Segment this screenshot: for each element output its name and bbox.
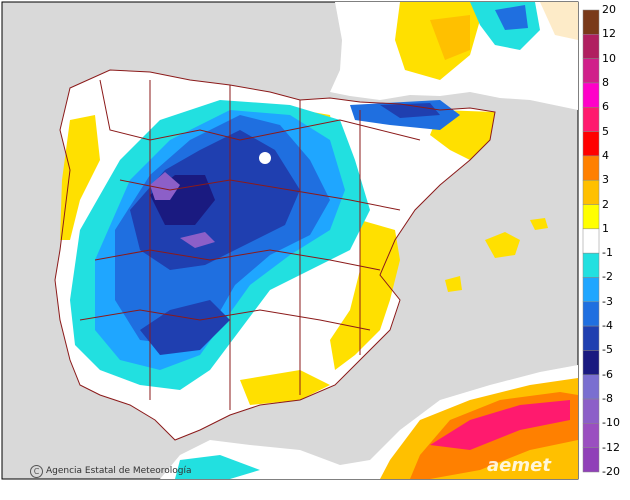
legend-tick-label: -4 (602, 319, 613, 333)
legend-color-scale (582, 9, 600, 473)
madrid-white-spot (259, 152, 271, 164)
legend-swatch (582, 58, 600, 84)
ibiza-island (445, 276, 462, 292)
legend-tick-label: -8 (602, 392, 613, 406)
legend-tick-label: -10 (602, 416, 620, 430)
legend-tick-label: -12 (602, 440, 620, 454)
legend-swatch (582, 350, 600, 375)
legend-swatch (582, 228, 600, 254)
africa-cold-area (175, 455, 260, 479)
legend-tick-label: 1 (602, 221, 609, 235)
legend-swatch (582, 277, 600, 303)
aemet-logo: aemet (487, 455, 551, 476)
legend-swatch (582, 398, 600, 424)
legend-tick-label: 2 (602, 197, 609, 211)
alps-pale-area (540, 2, 578, 40)
legend-tick-label: -6 (602, 367, 613, 381)
legend-tick-label: -1 (602, 246, 613, 260)
legend-tick-label: 6 (602, 100, 609, 114)
cold-region-south (140, 300, 230, 355)
legend-tick-label: 10 (602, 51, 616, 65)
region-borders (54, 69, 496, 441)
france-warmer-area (430, 15, 470, 60)
legend-tick-label: 4 (602, 148, 609, 162)
legend-swatch (582, 301, 600, 327)
legend-swatch (582, 204, 600, 230)
east-warm-area (330, 220, 400, 370)
legend-swatch (582, 155, 600, 181)
pyrenees-colder-area (380, 103, 440, 118)
menorca-island (530, 218, 548, 230)
legend-tick-label: 5 (602, 124, 609, 138)
legend-tick-label: -2 (602, 270, 613, 284)
legend-swatch (582, 9, 600, 35)
legend-swatch (582, 179, 600, 205)
legend-swatch (582, 374, 600, 400)
cold-region-6 (150, 172, 180, 200)
legend-swatch (582, 423, 600, 448)
france-colder-area (495, 5, 528, 30)
legend-tick-label: 3 (602, 173, 609, 187)
legend-tick-label: 8 (602, 75, 609, 89)
legend-swatch (582, 252, 600, 278)
credit-text: Agencia Estatal de Meteorología (46, 466, 192, 476)
cold-region-7 (180, 232, 215, 248)
legend-tick-label: 12 (602, 27, 616, 41)
legend-swatch (582, 447, 600, 473)
west-warm-area (60, 115, 100, 240)
mallorca-island (485, 232, 520, 258)
africa-hot-area (430, 400, 570, 450)
legend-tick-label: -20 (602, 465, 620, 478)
legend-tick-label: -5 (602, 343, 613, 357)
legend-swatch (582, 107, 600, 132)
legend-swatch (582, 325, 600, 351)
legend-swatch (582, 131, 600, 157)
copyright-icon: C (30, 465, 43, 478)
legend-swatch (582, 82, 600, 108)
legend-tick-label: -3 (602, 294, 613, 308)
legend-swatch (582, 34, 600, 59)
legend-tick-label: 20 (602, 3, 616, 16)
